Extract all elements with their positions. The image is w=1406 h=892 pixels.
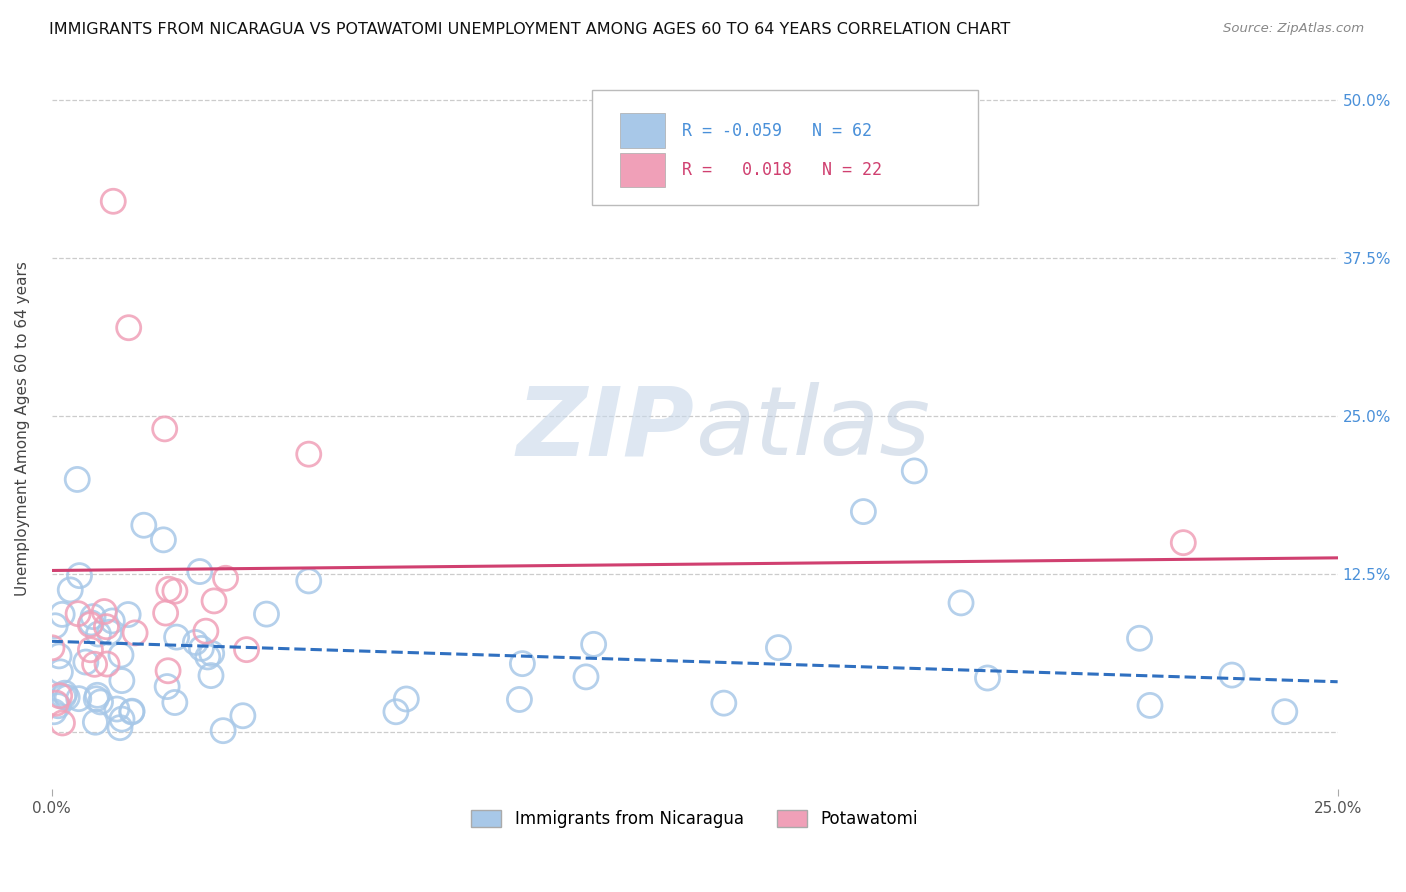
Point [385,705,408,719]
Text: Source: ZipAtlas.com: Source: ZipAtlas.com [1223,22,1364,36]
Point [98,625,121,640]
Point [105,702,128,716]
Point [512,657,534,671]
Point [89,695,111,709]
Point [197,649,219,664]
Point [80,615,103,630]
Point [200,668,222,682]
Point [852,505,875,519]
Point [51,715,73,730]
Point [103,194,125,209]
Point [1128,632,1150,646]
Point [202,594,225,608]
Text: IMMIGRANTS FROM NICARAGUA VS POTAWATOMI UNEMPLOYMENT AMONG AGES 60 TO 64 YEARS C: IMMIGRANTS FROM NICARAGUA VS POTAWATOMI … [49,22,1011,37]
Point [395,692,418,706]
Point [41,640,63,655]
Point [82,609,104,624]
Point [153,422,176,436]
Point [132,518,155,533]
Point [67,691,90,706]
Point [67,607,90,621]
Y-axis label: Unemployment Among Ages 60 to 64 years: Unemployment Among Ages 60 to 64 years [15,261,30,597]
Point [1220,668,1243,682]
Point [79,617,101,632]
Point [163,696,186,710]
FancyBboxPatch shape [592,90,977,205]
Point [508,692,530,706]
Point [53,686,76,700]
Point [48,689,70,703]
Point [96,657,118,671]
Point [84,691,107,706]
Point [256,607,278,621]
Legend: Immigrants from Nicaragua, Potawatomi: Immigrants from Nicaragua, Potawatomi [464,804,925,835]
Point [83,657,105,672]
Point [111,712,134,726]
FancyBboxPatch shape [620,153,665,187]
Point [184,635,207,649]
Point [582,637,605,651]
Point [166,630,188,644]
Point [575,670,598,684]
Point [298,574,321,588]
Point [111,673,134,688]
Point [152,533,174,547]
Point [768,640,790,655]
Point [155,606,177,620]
Point [56,690,79,705]
Point [66,472,89,486]
Text: ZIP: ZIP [517,383,695,475]
Point [194,624,217,639]
Point [1274,705,1296,719]
Point [950,596,973,610]
Point [110,648,132,662]
Point [903,464,925,478]
Point [79,642,101,657]
Point [49,665,72,679]
Point [93,605,115,619]
Point [46,698,69,713]
Point [157,582,180,597]
Point [96,620,118,634]
Text: R = -0.059   N = 62: R = -0.059 N = 62 [682,121,872,139]
Point [44,619,66,633]
Point [188,565,211,579]
Point [69,568,91,582]
Point [201,647,224,661]
Text: R =   0.018   N = 22: R = 0.018 N = 22 [682,161,882,179]
Point [52,690,75,704]
Point [118,320,141,334]
Point [713,696,735,710]
Point [121,704,143,718]
Point [1139,698,1161,713]
Point [121,705,143,719]
Point [117,607,139,622]
Point [75,655,97,669]
Point [1173,535,1195,549]
Point [156,680,179,694]
Point [101,614,124,628]
Point [87,627,110,641]
Point [190,641,212,656]
Point [235,642,257,657]
Point [232,708,254,723]
Point [163,584,186,599]
Point [124,626,146,640]
Point [212,723,235,738]
Point [48,648,70,663]
Point [976,671,998,685]
Point [45,696,67,710]
Point [214,571,236,585]
Point [51,607,73,622]
Point [42,705,65,719]
Point [59,582,82,597]
Point [298,447,321,461]
FancyBboxPatch shape [620,113,665,148]
Point [157,664,180,678]
Point [84,715,107,730]
Point [108,721,131,735]
Point [86,688,108,702]
Text: atlas: atlas [695,383,929,475]
